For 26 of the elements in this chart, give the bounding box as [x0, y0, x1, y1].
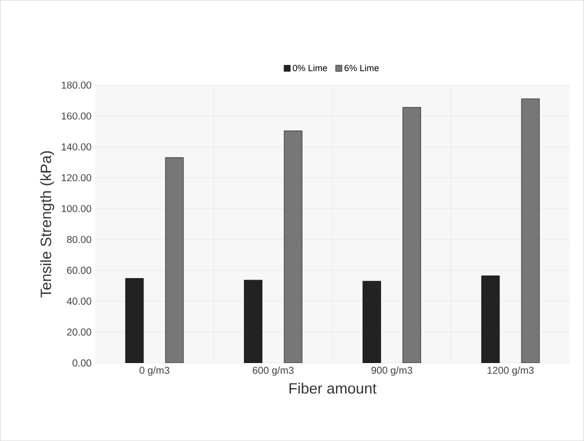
x-tick-label: 1200 g/m3 [488, 366, 534, 376]
bar [244, 280, 262, 363]
y-tick-label: 60.00 [67, 266, 92, 274]
y-tick-label: 160.00 [62, 112, 92, 120]
bar [362, 280, 382, 363]
bar [165, 157, 184, 363]
x-tick-label: 600 g/m3 [252, 366, 294, 376]
y-tick-label: 20.00 [67, 328, 92, 336]
y-tick-label: 120.00 [62, 174, 92, 182]
legend-label: 6% Lime [344, 64, 379, 72]
y-tick-label: 100.00 [62, 205, 92, 212]
bar [481, 276, 500, 363]
y-tick-label: 0.00 [72, 359, 92, 366]
y-tick-label: 80.00 [67, 236, 92, 243]
bar [125, 278, 144, 363]
bar [402, 107, 421, 363]
y-tick-label: 180.00 [62, 82, 92, 89]
y-tick-label: 140.00 [62, 143, 92, 150]
bar [521, 98, 540, 363]
bar [284, 130, 302, 363]
x-axis-title: Fiber amount [290, 382, 376, 394]
x-tick-label: 0 g/m3 [140, 366, 170, 376]
x-tick-label: 900 g/m3 [371, 366, 412, 376]
y-tick-label: 40.00 [66, 298, 92, 305]
legend-label: 0% Lime [292, 64, 328, 72]
y-axis-title: Tensile Strength (kPa) [40, 151, 54, 298]
